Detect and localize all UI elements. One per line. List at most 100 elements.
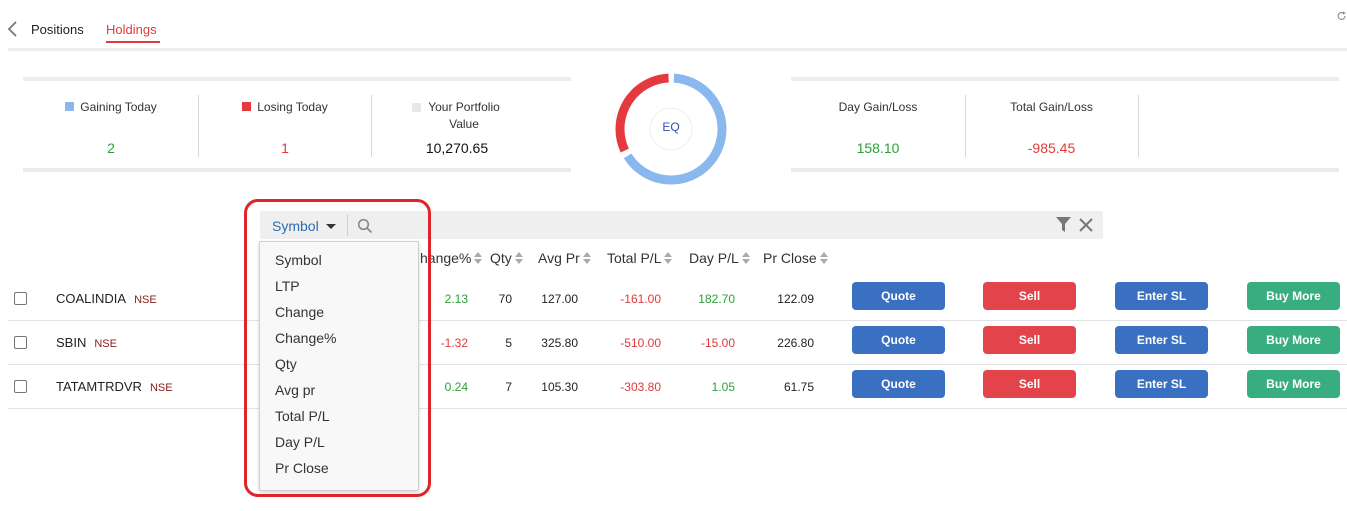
gaining-today-value: 2 [107,140,115,156]
enter-sl-button[interactable]: Enter SL [1115,326,1208,354]
pr-close-cell: 61.75 [783,380,814,394]
total-gain-label: Total Gain/Loss [1010,100,1093,114]
holdings-summary-right: Day Gain/Loss 158.10 Total Gain/Loss -98… [791,77,1339,172]
symbol-name[interactable]: COALINDIA [56,291,127,306]
dropdown-option-pr-close[interactable]: Pr Close [275,460,329,476]
divider [371,95,372,157]
sort-icon [819,252,828,264]
search-field-select[interactable]: Symbol [260,211,348,239]
total-pl-cell: -161.00 [620,292,661,306]
dropdown-option-change-pct[interactable]: Change% [275,330,337,346]
dropdown-option-change[interactable]: Change [275,304,325,320]
row-checkbox[interactable] [14,336,27,349]
quote-button[interactable]: Quote [852,282,945,310]
sort-icon [582,252,591,264]
table-row: TATAMTRDVR NSE 0.24 7 105.30 -303.80 1.05… [8,365,1347,409]
exchange-label: NSE [149,382,173,394]
dropdown-option-ltp[interactable]: LTP [275,278,300,294]
sell-button[interactable]: Sell [983,370,1076,398]
change-pct-cell: 2.13 [444,292,468,306]
donut-center-label: EQ [662,120,680,134]
divider [198,95,199,157]
exchange-label: NSE [94,338,117,350]
portfolio-donut-chart [615,73,727,185]
day-pl-cell: 182.70 [698,292,735,306]
column-header-day-pl[interactable]: Day P/L [689,250,750,266]
dropdown-option-day-pl[interactable]: Day P/L [275,434,325,450]
column-header-qty[interactable]: Qty [490,250,523,266]
total-gain-value: -985.45 [1027,140,1076,156]
divider [1138,95,1139,157]
pr-close-cell: 226.80 [777,336,814,350]
enter-sl-button[interactable]: Enter SL [1115,282,1208,310]
avg-pr-cell: 325.80 [541,336,578,350]
column-header-change-pct[interactable]: hange% [420,250,483,266]
filter-icon[interactable] [1056,217,1071,233]
search-bar: Symbol [260,211,1103,239]
buy-more-button[interactable]: Buy More [1247,370,1340,398]
sort-icon [741,252,750,264]
day-gain-stat: Day Gain/Loss 158.10 [791,81,965,168]
dropdown-option-symbol[interactable]: Symbol [275,252,322,268]
table-row: COALINDIA NSE 2.13 70 127.00 -161.00 182.… [8,277,1347,321]
portfolio-value-label: Your Portfolio Value [428,100,500,131]
tab-positions[interactable]: Positions [31,22,84,37]
day-gain-value: 158.10 [856,140,900,156]
chevron-left-icon[interactable] [6,20,20,38]
active-tab-indicator [106,41,160,43]
enter-sl-button[interactable]: Enter SL [1115,370,1208,398]
gaining-today-label: Gaining Today [80,100,157,114]
qty-cell: 70 [498,292,512,306]
refresh-icon[interactable] [1336,8,1347,24]
column-header-pr-close[interactable]: Pr Close [763,250,828,266]
close-icon[interactable] [1079,218,1093,232]
dropdown-option-qty[interactable]: Qty [275,356,297,372]
day-pl-cell: -15.00 [700,336,735,350]
sell-button[interactable]: Sell [983,326,1076,354]
gaining-today-stat: Gaining Today 2 [23,81,199,168]
dropdown-option-avg-pr[interactable]: Avg pr [275,382,316,398]
quote-button[interactable]: Quote [852,370,945,398]
column-header-avg-pr[interactable]: Avg Pr [538,250,591,266]
sell-button[interactable]: Sell [983,282,1076,310]
caret-down-icon [326,224,336,229]
avg-pr-cell: 127.00 [541,292,578,306]
buy-more-button[interactable]: Buy More [1247,282,1340,310]
losing-today-label: Losing Today [257,100,328,114]
top-bar: Positions Holdings [0,0,1347,48]
sort-icon [664,252,673,264]
table-row: SBIN NSE -1.32 5 325.80 -510.00 -15.00 22… [8,321,1347,365]
losing-today-stat: Losing Today 1 [199,81,371,168]
column-header-total-pl[interactable]: Total P/L [607,250,673,266]
row-checkbox[interactable] [14,380,27,393]
search-field-dropdown: Symbol LTP Change Change% Qty Avg pr Tot… [259,241,419,491]
avg-pr-cell: 105.30 [541,380,578,394]
gaining-arc [615,73,727,185]
divider [965,95,966,157]
day-pl-cell: 1.05 [711,380,735,394]
portfolio-value: 10,270.65 [425,140,489,156]
quote-button[interactable]: Quote [852,326,945,354]
losing-arc [615,73,727,185]
qty-cell: 5 [505,336,512,350]
day-gain-label: Day Gain/Loss [838,100,918,114]
holdings-summary-left: Gaining Today 2 Losing Today 1 Your Port… [23,77,571,172]
total-gain-stat: Total Gain/Loss -985.45 [965,81,1138,168]
symbol-name[interactable]: TATAMTRDVR [56,379,142,394]
row-checkbox[interactable] [14,292,27,305]
search-input[interactable] [380,213,1040,237]
exchange-label: NSE [134,294,157,306]
losing-legend-square [242,102,252,111]
gaining-legend-square [65,102,75,111]
losing-today-value: 1 [281,140,289,156]
symbol-name[interactable]: SBIN [56,335,87,350]
total-pl-cell: -510.00 [620,336,661,350]
search-icon [357,218,373,234]
tab-holdings[interactable]: Holdings [106,22,157,37]
divider [347,214,348,236]
dropdown-option-total-pl[interactable]: Total P/L [275,408,330,424]
search-field-selected: Symbol [272,218,319,234]
change-pct-cell: 0.24 [444,380,468,394]
qty-cell: 7 [505,380,512,394]
buy-more-button[interactable]: Buy More [1247,326,1340,354]
